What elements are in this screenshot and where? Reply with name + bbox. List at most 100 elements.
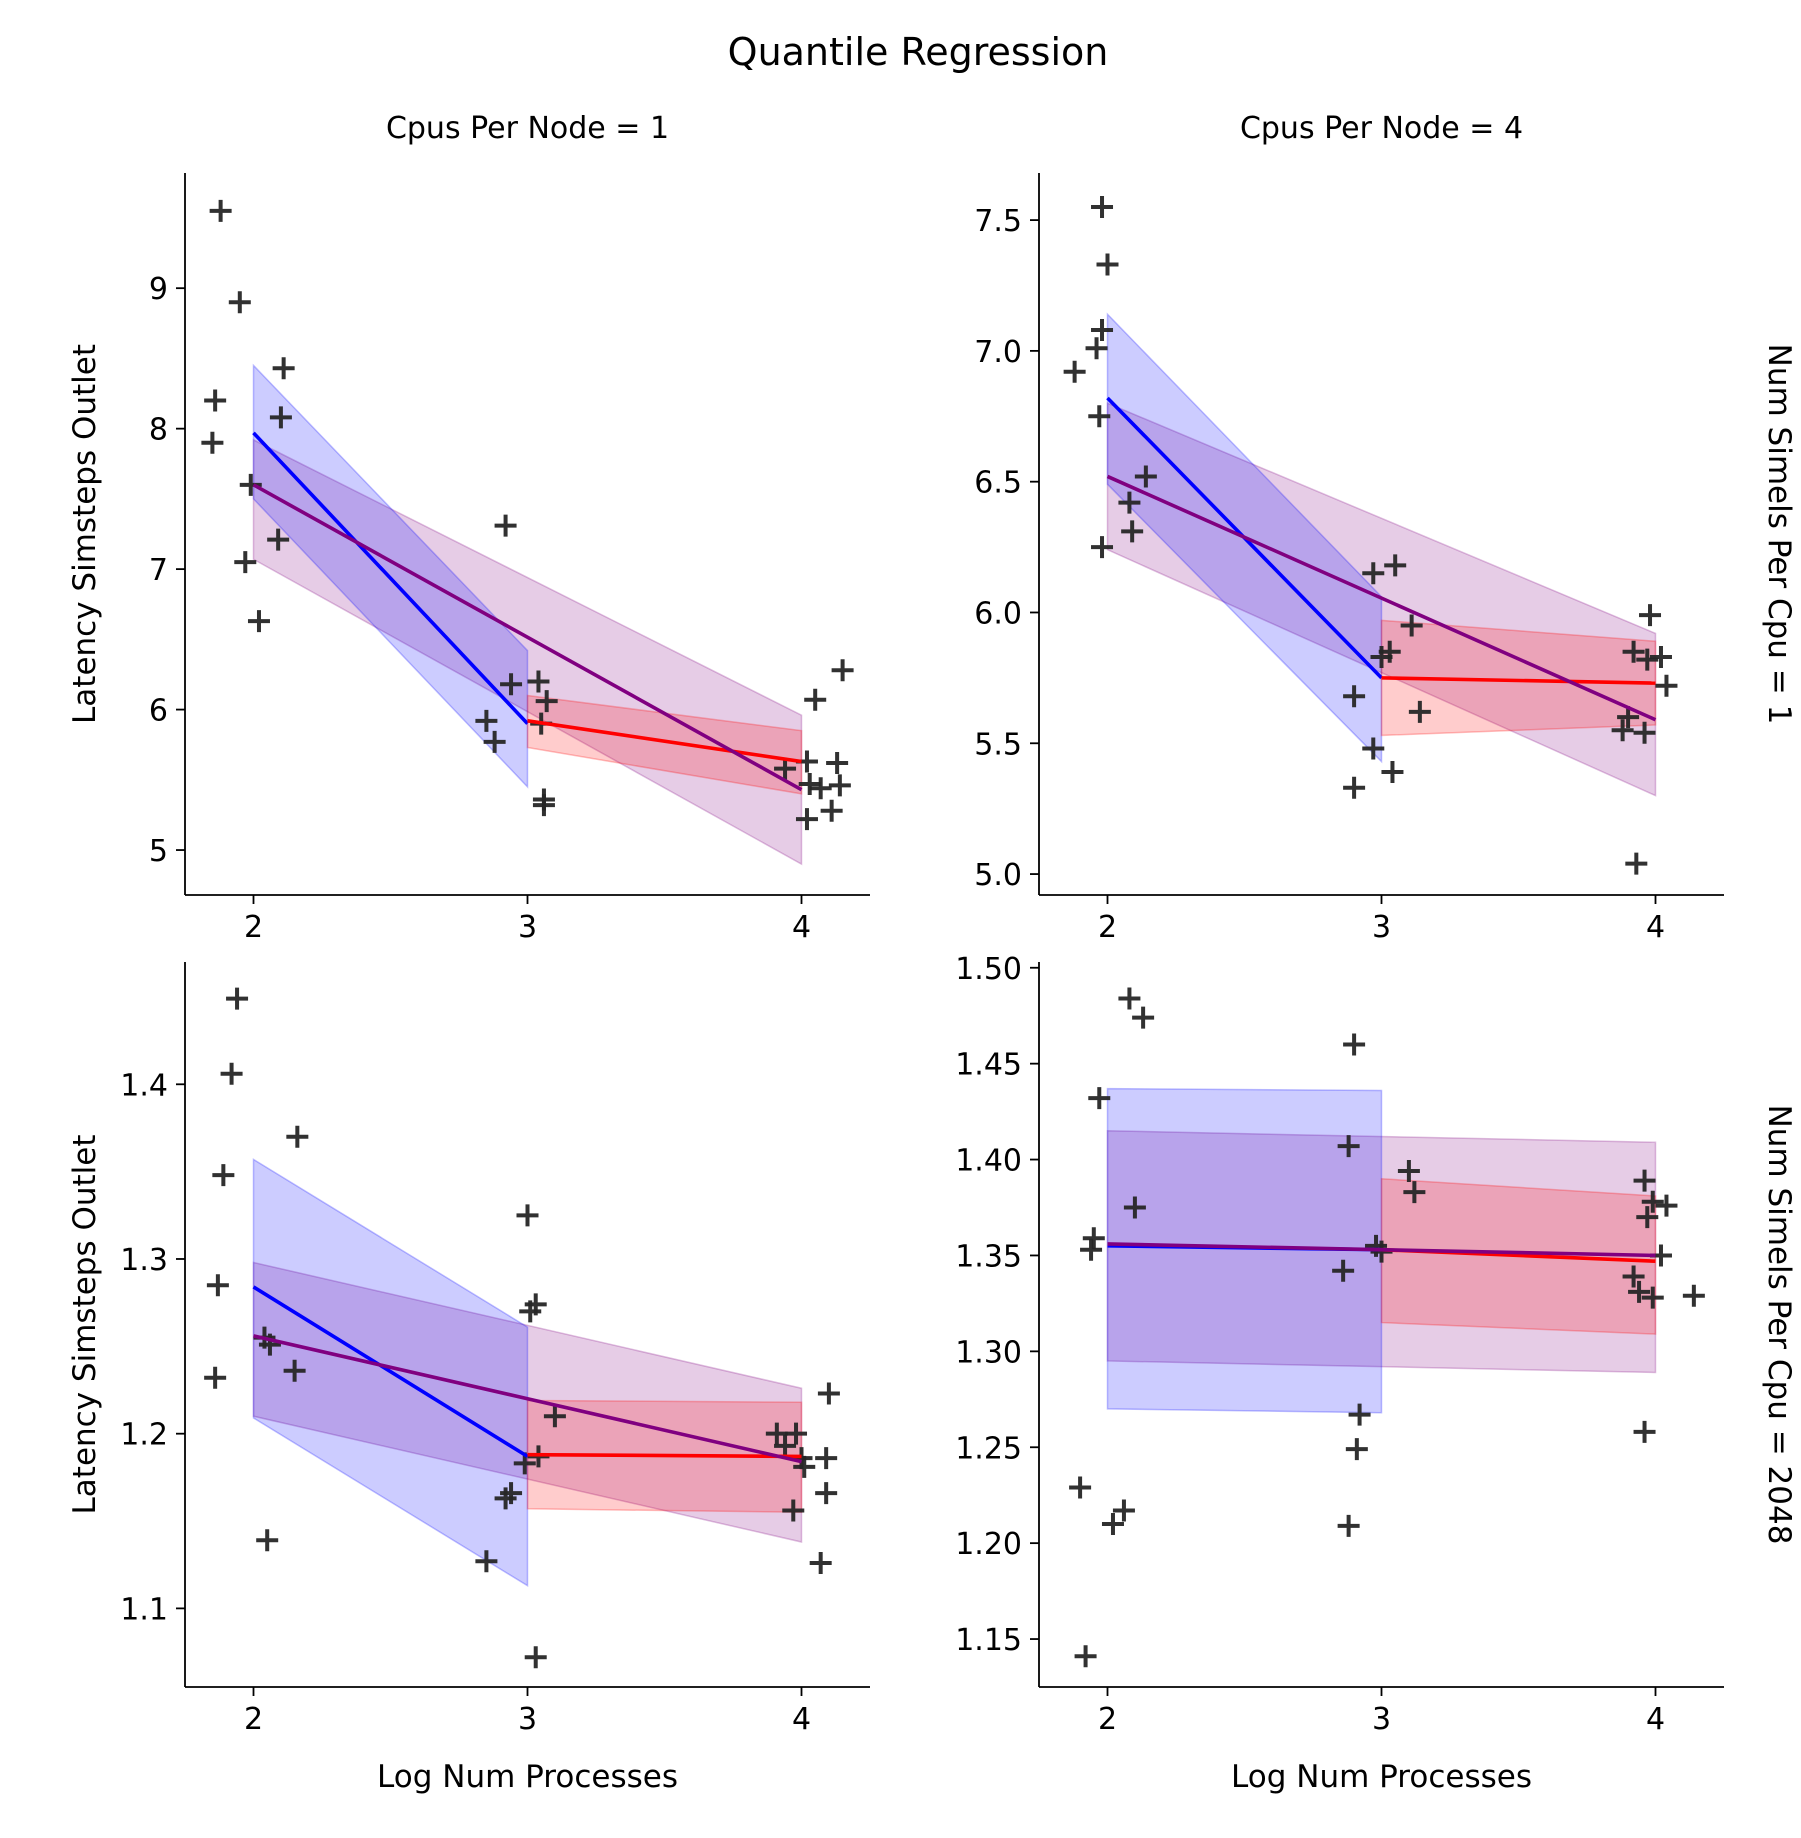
y-axis-label: Latency Simsteps Outlet xyxy=(67,344,103,724)
data-point-marker xyxy=(1123,1196,1146,1219)
y-tick-label: 1.40 xyxy=(955,1144,1022,1179)
y-tick-label: 1.1 xyxy=(120,1592,168,1627)
low-segment-regression-line xyxy=(252,431,529,725)
x-tick-label: 3 xyxy=(1372,910,1391,945)
data-point-marker xyxy=(798,773,821,796)
data-point-marker xyxy=(209,199,232,222)
data-point-marker xyxy=(1649,645,1672,668)
overall-regression-line xyxy=(253,1334,802,1464)
data-point-marker xyxy=(519,1300,542,1323)
data-point-marker xyxy=(765,1422,788,1445)
data-point-marker xyxy=(1082,1227,1105,1250)
data-point-marker xyxy=(828,774,851,797)
y-tick-label: 7.5 xyxy=(974,204,1022,239)
y-axis-label: Latency Simsteps Outlet xyxy=(67,1135,103,1515)
x-tick-label: 3 xyxy=(1372,1702,1391,1737)
data-point-marker xyxy=(1633,1169,1656,1192)
data-point-marker xyxy=(1069,1476,1092,1499)
data-point-marker xyxy=(212,1164,235,1187)
data-point-marker xyxy=(524,1646,547,1669)
data-point-marker xyxy=(804,688,827,711)
y-tick-label: 1.25 xyxy=(955,1431,1022,1466)
y-tick-label: 1.15 xyxy=(955,1623,1022,1658)
data-point-marker xyxy=(1633,721,1656,744)
data-point-marker xyxy=(226,987,249,1010)
data-point-marker xyxy=(204,1366,227,1389)
data-point-marker xyxy=(809,777,832,800)
data-point-marker xyxy=(1337,1135,1360,1158)
data-point-marker xyxy=(785,1422,808,1445)
data-point-marker xyxy=(1337,1514,1360,1537)
x-tick-label: 4 xyxy=(792,910,811,945)
data-point-marker xyxy=(1397,1160,1420,1183)
data-point-marker xyxy=(782,1499,805,1522)
data-point-marker xyxy=(1091,196,1114,219)
high-segment-confidence-band xyxy=(1380,619,1657,737)
data-point-marker xyxy=(815,1447,838,1470)
overall-regression-line xyxy=(1107,1242,1656,1258)
data-point-marker xyxy=(1636,648,1659,671)
data-point-marker xyxy=(475,1550,498,1573)
facet-panel: 2 3 4 5.0 5.5 6.0 6.5 7.0 7.5 Cpus Per Node = 4 Nu… xyxy=(974,111,1797,945)
data-point-marker xyxy=(1682,1284,1705,1307)
low-segment-confidence-band xyxy=(1106,1087,1383,1414)
data-point-marker xyxy=(234,551,257,574)
data-point-marker xyxy=(256,1529,279,1552)
facet-grid: 2 3 4 5 6 7 8 9 Cpus Per Node = 1 Latency Simstep… xyxy=(67,111,1797,1795)
data-point-marker xyxy=(206,1274,229,1297)
y-tick-label: 8 xyxy=(149,413,168,448)
low-segment-regression-line xyxy=(252,1285,529,1458)
panel-title: Cpus Per Node = 1 xyxy=(386,111,669,146)
data-point-marker xyxy=(1622,640,1645,663)
data-point-marker xyxy=(809,1551,832,1574)
data-point-marker xyxy=(1112,1499,1135,1522)
y-tick-label: 1.45 xyxy=(955,1048,1022,1083)
data-point-marker xyxy=(1085,337,1108,360)
y-tick-label: 1.35 xyxy=(955,1239,1022,1274)
x-tick-label: 2 xyxy=(244,910,263,945)
data-point-marker xyxy=(1096,253,1119,276)
y-tick-label: 5 xyxy=(149,834,168,869)
data-point-marker xyxy=(286,1125,309,1148)
data-point-marker xyxy=(1625,852,1648,875)
data-point-marker xyxy=(774,1434,797,1457)
data-point-marker xyxy=(1134,465,1157,488)
data-point-marker xyxy=(247,610,270,633)
data-point-marker xyxy=(220,1062,243,1085)
facet-panel: 2 3 4 1.15 1.20 1.25 1.30 1.35 1.40 1.45 1.50 Log N… xyxy=(955,952,1797,1795)
data-point-marker xyxy=(1343,685,1366,708)
x-axis-label: Log Num Processes xyxy=(377,1759,678,1795)
data-point-marker xyxy=(817,1382,840,1405)
data-point-marker xyxy=(494,514,517,537)
data-point-marker xyxy=(1362,737,1385,760)
overall-regression-line xyxy=(252,483,803,792)
data-point-marker xyxy=(483,730,506,753)
data-point-marker xyxy=(795,808,818,831)
data-point-marker xyxy=(1080,1238,1103,1261)
data-point-marker xyxy=(1628,1280,1651,1303)
data-point-marker xyxy=(1384,554,1407,577)
facet-panel: 2 3 4 1.1 1.2 1.3 1.4 Log Num Processes Latency … xyxy=(67,962,870,1795)
data-point-marker xyxy=(1403,1181,1426,1204)
figure-title: Quantile Regression xyxy=(728,30,1109,74)
y-tick-label: 7.0 xyxy=(974,335,1022,370)
y-tick-label: 5.5 xyxy=(974,727,1022,762)
data-point-marker xyxy=(1362,562,1385,585)
x-tick-label: 2 xyxy=(1098,1702,1117,1737)
y-tick-label: 6.0 xyxy=(974,596,1022,631)
data-point-marker xyxy=(516,1204,539,1227)
high-segment-regression-line xyxy=(527,719,802,764)
data-point-marker xyxy=(475,709,498,732)
data-point-marker xyxy=(1332,1259,1355,1282)
data-point-marker xyxy=(267,528,290,551)
data-point-marker xyxy=(1641,1190,1664,1213)
y-tick-label: 6.5 xyxy=(974,466,1022,501)
y-tick-label: 7 xyxy=(149,553,168,588)
data-point-marker xyxy=(1121,520,1144,543)
data-point-marker xyxy=(1088,1087,1111,1110)
data-point-marker xyxy=(1132,1006,1155,1029)
y-tick-label: 9 xyxy=(149,272,168,307)
data-point-marker xyxy=(283,1359,306,1382)
data-point-marker xyxy=(1091,536,1114,559)
